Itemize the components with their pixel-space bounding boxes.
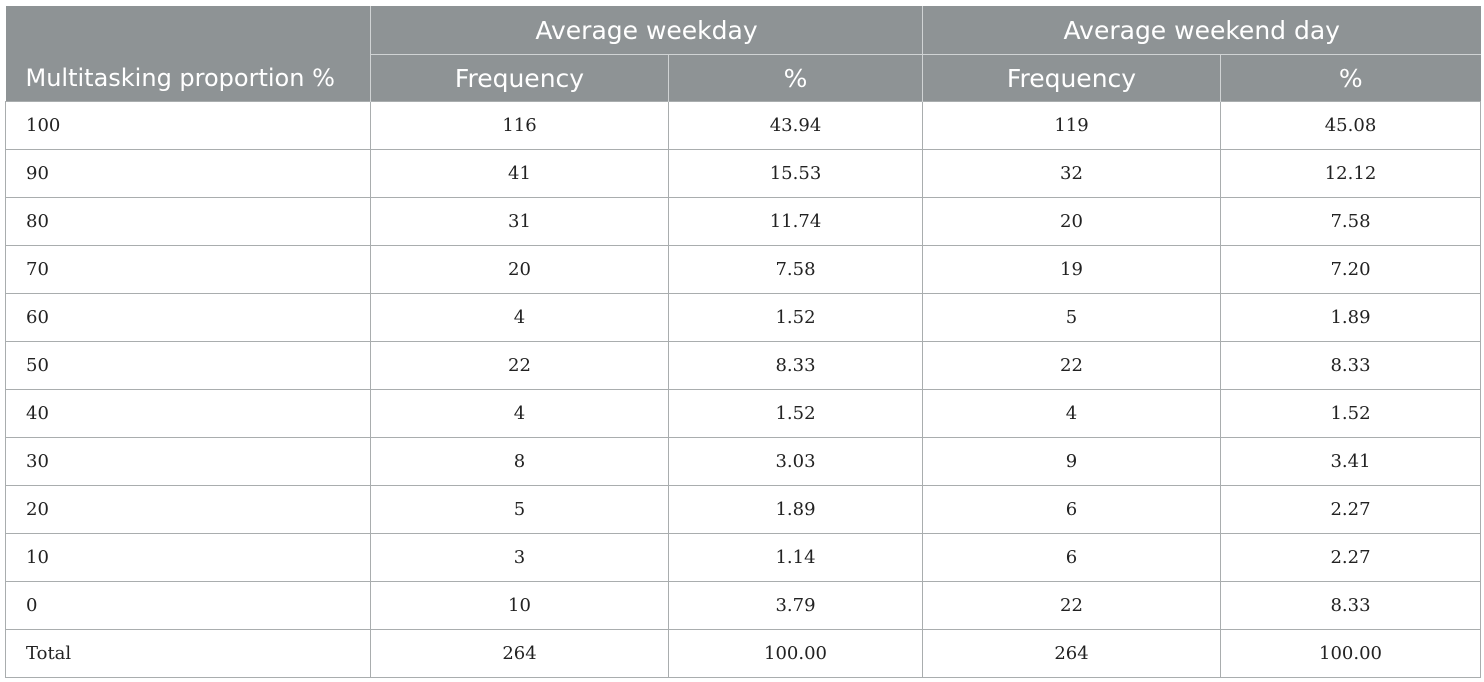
weekend-frequency-cell: 9: [922, 437, 1221, 486]
weekday-percent-cell: 1.52: [668, 389, 923, 438]
weekend-percent-cell: 2.27: [1220, 485, 1481, 534]
weekend-percent-cell: 12.12: [1220, 149, 1481, 198]
weekend-frequency-cell: 119: [922, 101, 1221, 150]
table-row: 30 8 3.03 9 3.41: [5, 437, 1481, 486]
weekend-percent-cell: 100.00: [1220, 629, 1481, 678]
group-header-weekday: Average weekday: [370, 6, 923, 55]
weekday-frequency-cell: 41: [370, 149, 669, 198]
subheader-weekend-percent: %: [1220, 54, 1481, 102]
weekday-percent-cell: 1.52: [668, 293, 923, 342]
table-row: 10 3 1.14 6 2.27: [5, 533, 1481, 582]
weekend-frequency-cell: 20: [922, 197, 1221, 246]
weekend-frequency-cell: 5: [922, 293, 1221, 342]
weekday-frequency-cell: 10: [370, 581, 669, 630]
weekday-frequency-cell: 4: [370, 389, 669, 438]
multitasking-proportion-cell: 30: [5, 437, 371, 486]
table-row: 90 41 15.53 32 12.12: [5, 149, 1481, 198]
weekday-frequency-cell: 5: [370, 485, 669, 534]
weekday-percent-cell: 7.58: [668, 245, 923, 294]
table-body: 100 116 43.94 119 45.08 90 41 15.53 32 12.12 80 31 1…: [5, 101, 1481, 678]
table-row: 50 22 8.33 22 8.33: [5, 341, 1481, 390]
weekend-frequency-cell: 4: [922, 389, 1221, 438]
weekday-percent-cell: 15.53: [668, 149, 923, 198]
weekend-percent-cell: 2.27: [1220, 533, 1481, 582]
multitasking-frequency-table: Multitasking proportion % Average weekda…: [5, 6, 1481, 678]
multitasking-proportion-cell: 90: [5, 149, 371, 198]
weekday-frequency-cell: 264: [370, 629, 669, 678]
multitasking-proportion-cell: 0: [5, 581, 371, 630]
weekend-frequency-cell: 6: [922, 485, 1221, 534]
weekend-frequency-cell: 22: [922, 341, 1221, 390]
weekday-percent-cell: 100.00: [668, 629, 923, 678]
multitasking-proportion-cell: 100: [5, 101, 371, 150]
weekday-frequency-cell: 3: [370, 533, 669, 582]
weekend-frequency-cell: 22: [922, 581, 1221, 630]
multitasking-proportion-cell: 60: [5, 293, 371, 342]
subheader-weekday-frequency: Frequency: [370, 54, 669, 102]
weekend-percent-cell: 3.41: [1220, 437, 1481, 486]
weekday-percent-cell: 3.03: [668, 437, 923, 486]
subheader-weekday-percent: %: [668, 54, 923, 102]
table-row: 20 5 1.89 6 2.27: [5, 485, 1481, 534]
multitasking-proportion-cell: 40: [5, 389, 371, 438]
weekday-frequency-cell: 20: [370, 245, 669, 294]
weekend-frequency-cell: 6: [922, 533, 1221, 582]
table-row: 80 31 11.74 20 7.58: [5, 197, 1481, 246]
subheader-weekend-frequency: Frequency: [922, 54, 1221, 102]
multitasking-proportion-cell: 50: [5, 341, 371, 390]
weekday-frequency-cell: 31: [370, 197, 669, 246]
group-header-weekend: Average weekend day: [922, 6, 1481, 55]
weekday-percent-cell: 11.74: [668, 197, 923, 246]
weekend-percent-cell: 8.33: [1220, 581, 1481, 630]
multitasking-proportion-cell: 20: [5, 485, 371, 534]
weekday-percent-cell: 8.33: [668, 341, 923, 390]
weekday-frequency-cell: 8: [370, 437, 669, 486]
weekday-percent-cell: 1.14: [668, 533, 923, 582]
weekday-percent-cell: 1.89: [668, 485, 923, 534]
weekend-percent-cell: 7.20: [1220, 245, 1481, 294]
table-header: Multitasking proportion % Average weekda…: [5, 6, 1481, 102]
table-row: 40 4 1.52 4 1.52: [5, 389, 1481, 438]
weekend-percent-cell: 1.52: [1220, 389, 1481, 438]
table-row: 0 10 3.79 22 8.33: [5, 581, 1481, 630]
weekend-percent-cell: 8.33: [1220, 341, 1481, 390]
table-row: 100 116 43.94 119 45.08: [5, 101, 1481, 150]
multitasking-proportion-cell: Total: [5, 629, 371, 678]
table-row: Total 264 100.00 264 100.00: [5, 629, 1481, 678]
weekend-frequency-cell: 32: [922, 149, 1221, 198]
weekday-percent-cell: 43.94: [668, 101, 923, 150]
weekend-percent-cell: 7.58: [1220, 197, 1481, 246]
weekday-frequency-cell: 116: [370, 101, 669, 150]
weekend-percent-cell: 1.89: [1220, 293, 1481, 342]
stub-header: Multitasking proportion %: [5, 6, 371, 102]
weekday-frequency-cell: 4: [370, 293, 669, 342]
weekday-frequency-cell: 22: [370, 341, 669, 390]
table-row: 60 4 1.52 5 1.89: [5, 293, 1481, 342]
weekend-frequency-cell: 19: [922, 245, 1221, 294]
table-row: 70 20 7.58 19 7.20: [5, 245, 1481, 294]
weekend-frequency-cell: 264: [922, 629, 1221, 678]
weekday-percent-cell: 3.79: [668, 581, 923, 630]
multitasking-proportion-cell: 10: [5, 533, 371, 582]
multitasking-proportion-cell: 70: [5, 245, 371, 294]
weekend-percent-cell: 45.08: [1220, 101, 1481, 150]
multitasking-proportion-cell: 80: [5, 197, 371, 246]
